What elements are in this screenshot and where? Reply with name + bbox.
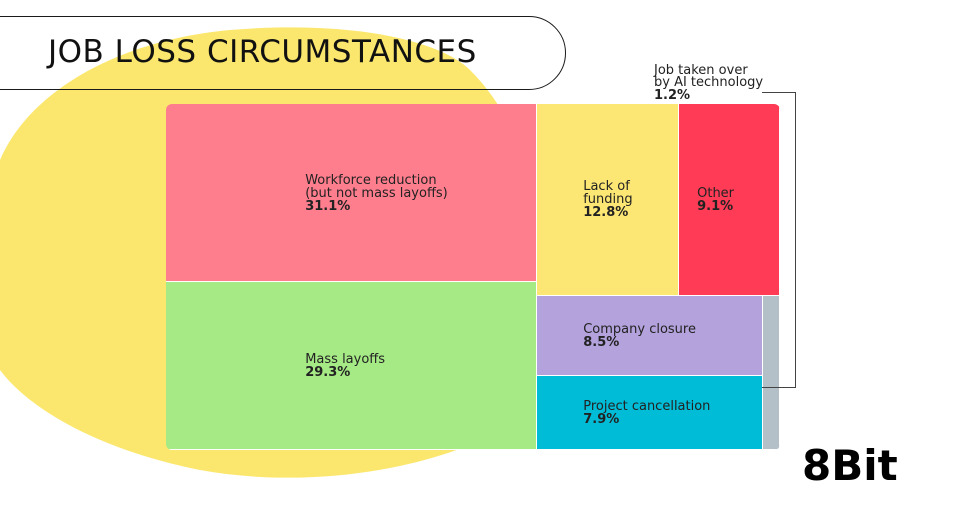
tile-workforce-reduction <box>166 104 538 283</box>
tile-label-other: Other 9.1% <box>697 187 734 213</box>
tile-label-company-closure: Company closure 8.5% <box>583 323 696 349</box>
tile-label-workforce-reduction: Workforce reduction (but not mass layoff… <box>305 174 448 213</box>
tile-label-text: Workforce reduction (but not mass layoff… <box>305 172 448 201</box>
callout-label-ai: Job taken over by AI technology 1.2% <box>654 52 763 115</box>
tile-label-value: 8.5% <box>583 334 620 350</box>
tile-label-text: Company closure <box>583 321 696 337</box>
tile-label-value: 12.8% <box>583 205 629 221</box>
tile-mass-layoffs <box>166 282 538 450</box>
tile-label-text: Project cancellation <box>583 398 711 414</box>
tile-project-cancellation <box>537 375 764 450</box>
treemap-chart: Workforce reduction (but not mass layoff… <box>166 104 780 450</box>
tile-other <box>679 104 780 296</box>
tile-label-project-cancellation: Project cancellation 7.9% <box>583 400 710 426</box>
tile-label-value: 29.3% <box>305 365 351 381</box>
tile-label-mass-layoffs: Mass layoffs 29.3% <box>305 353 385 379</box>
callout-bracket <box>762 92 796 388</box>
tile-label-text: Mass layoffs <box>305 352 386 368</box>
callout-label-value: 1.2% <box>654 87 691 103</box>
callout-label-text: Job taken over by AI technology <box>654 62 764 90</box>
tile-label-value: 7.9% <box>583 411 620 427</box>
tile-label-text: Other <box>697 185 735 201</box>
chart-title: JOB LOSS CIRCUMSTANCES <box>48 34 477 70</box>
title-pill <box>0 16 566 90</box>
tile-ai-technology <box>763 295 780 450</box>
tile-label-lack-of-funding: Lack of funding 12.8% <box>583 180 632 219</box>
8bit-logo: 8Bit <box>802 441 898 490</box>
tile-label-value: 9.1% <box>697 198 734 214</box>
tile-lack-of-funding <box>537 104 680 296</box>
tile-company-closure <box>537 295 764 376</box>
tile-label-value: 31.1% <box>305 198 351 214</box>
tile-label-text: Lack of funding <box>583 179 633 208</box>
